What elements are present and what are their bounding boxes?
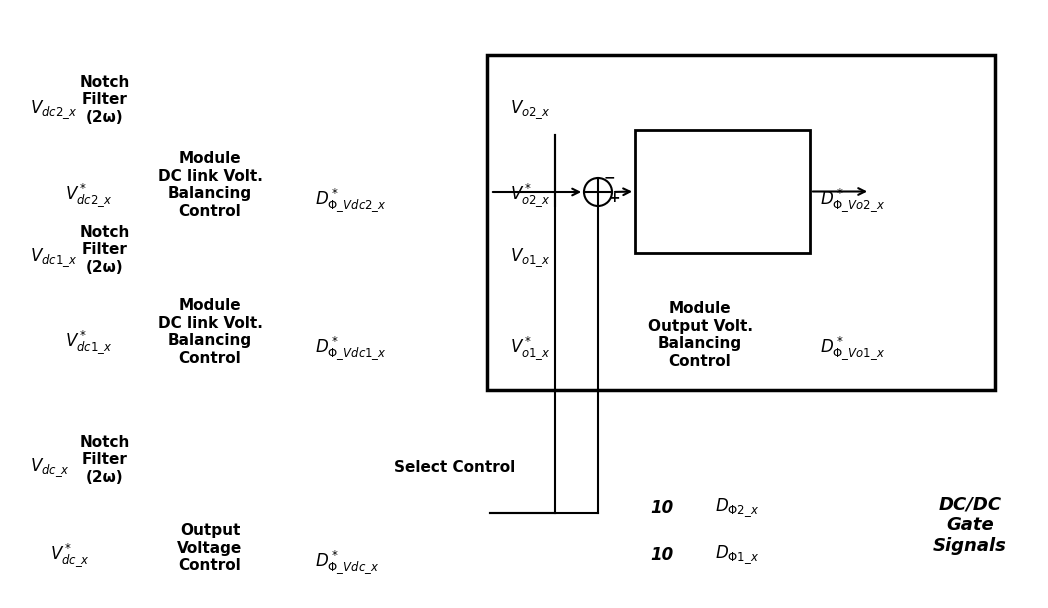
- Text: $V_{o1\_x}$: $V_{o1\_x}$: [510, 247, 550, 269]
- Text: Output
Voltage
Control: Output Voltage Control: [177, 523, 243, 573]
- Text: $V_{dc\_x}$: $V_{dc\_x}$: [30, 457, 70, 479]
- Text: Notch
Filter
(2ω): Notch Filter (2ω): [80, 435, 130, 485]
- Text: −: −: [604, 170, 615, 184]
- Text: $V^*_{dc\_x}$: $V^*_{dc\_x}$: [50, 541, 90, 568]
- Text: Module
Output Volt.
Balancing
Control: Module Output Volt. Balancing Control: [648, 302, 752, 368]
- Text: $D_{\Phi2\_x}$: $D_{\Phi2\_x}$: [715, 497, 759, 519]
- Circle shape: [584, 178, 612, 206]
- Bar: [635, 130, 810, 253]
- Text: 10: 10: [651, 546, 674, 564]
- Text: +: +: [608, 191, 619, 205]
- Text: Select Control: Select Control: [394, 460, 516, 475]
- Text: $V_{dc2\_x}$: $V_{dc2\_x}$: [30, 98, 78, 121]
- Text: $D^*_{\Phi\_Vdc\_x}$: $D^*_{\Phi\_Vdc\_x}$: [315, 548, 379, 576]
- Text: $V^*_{dc2\_x}$: $V^*_{dc2\_x}$: [65, 181, 112, 209]
- Text: $V_{o2\_x}$: $V_{o2\_x}$: [510, 98, 550, 121]
- Text: $V_{dc1\_x}$: $V_{dc1\_x}$: [30, 247, 78, 269]
- Text: $D^*_{\Phi\_Vo2\_x}$: $D^*_{\Phi\_Vo2\_x}$: [820, 186, 886, 214]
- Text: $D^*_{\Phi\_Vdc1\_x}$: $D^*_{\Phi\_Vdc1\_x}$: [315, 334, 387, 362]
- Text: Notch
Filter
(2ω): Notch Filter (2ω): [80, 225, 130, 275]
- Text: Module
DC link Volt.
Balancing
Control: Module DC link Volt. Balancing Control: [157, 299, 262, 365]
- Text: $V^*_{o1\_x}$: $V^*_{o1\_x}$: [510, 334, 550, 362]
- Text: DC/DC
Gate
Signals: DC/DC Gate Signals: [933, 495, 1007, 554]
- Text: $D^*_{\Phi\_Vdc2\_x}$: $D^*_{\Phi\_Vdc2\_x}$: [315, 186, 387, 214]
- Text: $V^*_{o2\_x}$: $V^*_{o2\_x}$: [510, 181, 550, 209]
- Text: $V^*_{dc1\_x}$: $V^*_{dc1\_x}$: [65, 328, 112, 356]
- Text: Notch
Filter
(2ω): Notch Filter (2ω): [80, 75, 130, 125]
- Text: Module
DC link Volt.
Balancing
Control: Module DC link Volt. Balancing Control: [157, 151, 262, 219]
- Text: Module
Output Volt.
Balancing
Control: Module Output Volt. Balancing Control: [648, 151, 752, 219]
- Text: 10: 10: [651, 499, 674, 517]
- Text: $D_{\Phi1\_x}$: $D_{\Phi1\_x}$: [715, 544, 759, 566]
- Bar: [487, 55, 995, 390]
- Text: $D^*_{\Phi\_Vo1\_x}$: $D^*_{\Phi\_Vo1\_x}$: [820, 334, 886, 362]
